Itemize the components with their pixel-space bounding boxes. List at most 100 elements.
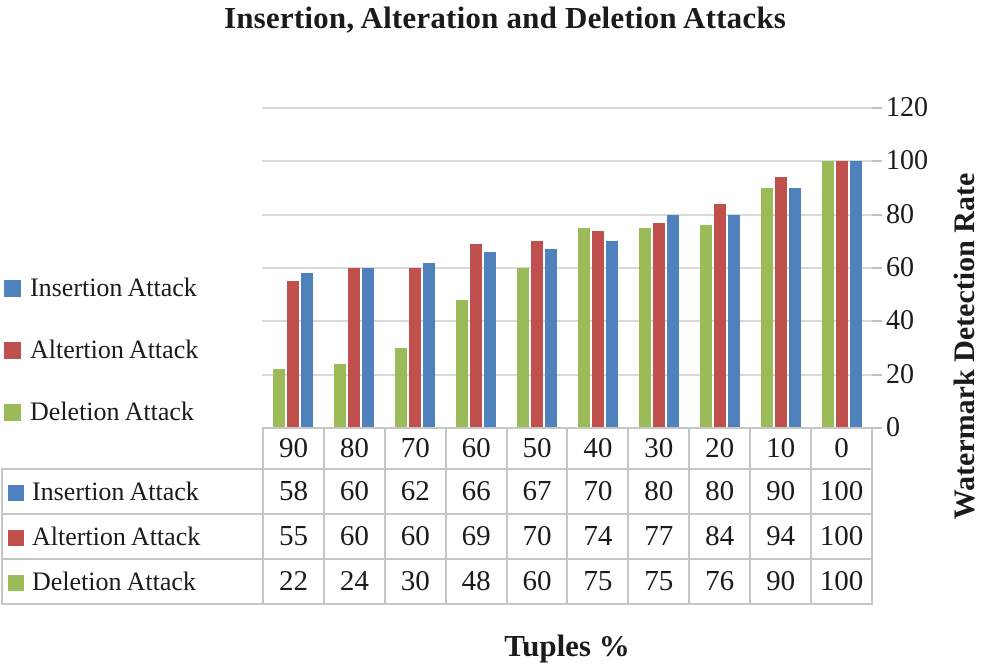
- value-cell: 90: [749, 468, 813, 515]
- bar-group-40: [567, 108, 628, 428]
- bar: [483, 252, 496, 428]
- y-axis-tick: [872, 160, 882, 163]
- bar-group-0: [811, 108, 872, 428]
- value-cell: 62: [383, 468, 447, 515]
- bar: [638, 228, 651, 428]
- bar: [544, 249, 557, 428]
- value-cell: 77: [627, 513, 691, 560]
- bar-group-30: [628, 108, 689, 428]
- legend-swatch: [4, 341, 21, 359]
- gridline: [262, 160, 872, 163]
- value-cell: 66: [444, 468, 508, 515]
- table-corner-cell: [2, 428, 263, 469]
- category-header-cell: 80: [322, 427, 386, 470]
- value-cell: 70: [566, 468, 630, 515]
- bar: [361, 268, 374, 428]
- bar: [821, 161, 834, 428]
- bar-group-80: [323, 108, 384, 428]
- bar: [760, 188, 773, 428]
- bar: [788, 188, 801, 428]
- table-header-row: 90 80 70 60 50 40 30 20 10 0: [2, 427, 873, 470]
- category-header-cell: 90: [262, 427, 325, 470]
- value-cell: 67: [505, 468, 569, 515]
- y-tick-label: 120: [886, 92, 928, 123]
- gridline: [262, 213, 872, 216]
- bar-group-90: [262, 108, 323, 428]
- category-header-cell: 70: [383, 427, 447, 470]
- bar: [272, 369, 285, 428]
- y-axis-tick: [872, 213, 882, 216]
- value-cell: 100: [810, 513, 873, 560]
- legend-item: Deletion Attack: [4, 396, 194, 428]
- y-axis-tick: [872, 373, 882, 376]
- gridline: [262, 107, 872, 109]
- legend-item: Insertion Attack: [4, 272, 197, 304]
- legend-label: Insertion Attack: [30, 273, 197, 302]
- value-cell: 55: [262, 513, 325, 560]
- legend-swatch: [4, 403, 21, 421]
- gridline: [262, 373, 872, 376]
- value-cell: 24: [322, 558, 386, 605]
- bar: [516, 268, 529, 428]
- value-cell: 60: [383, 513, 447, 560]
- bar: [605, 241, 618, 428]
- legend-swatch: [4, 279, 21, 297]
- category-header-cell: 40: [566, 427, 630, 470]
- legend-label: Deletion Attack: [30, 397, 194, 426]
- y-tick-label: 40: [886, 305, 914, 337]
- value-cell: 58: [262, 468, 325, 515]
- legend-swatch: [8, 529, 24, 546]
- series-label-cell: Deletion Attack: [1, 558, 264, 605]
- bar: [835, 161, 848, 428]
- bar-series-container: [262, 108, 872, 428]
- gridline: [262, 267, 872, 269]
- category-header-cell: 10: [749, 427, 813, 470]
- x-axis-title: Tuples %: [504, 628, 630, 663]
- value-cell: 80: [688, 468, 752, 515]
- table-row: Insertion Attack 58 60 62 66 67 70 80 80 90 100: [1, 468, 873, 515]
- category-header-cell: 50: [505, 427, 569, 470]
- bar: [849, 161, 862, 428]
- category-header-cell: 0: [810, 427, 873, 470]
- bar: [408, 268, 421, 428]
- bar: [774, 177, 787, 428]
- plot-area: [262, 107, 882, 429]
- value-cell: 76: [688, 558, 752, 605]
- value-cell: 30: [383, 558, 447, 605]
- value-cell: 22: [262, 558, 325, 605]
- bar: [652, 222, 665, 428]
- bar: [286, 281, 299, 428]
- value-cell: 60: [322, 468, 386, 515]
- bar: [530, 241, 543, 428]
- bar: [333, 364, 346, 428]
- bar: [394, 348, 407, 428]
- value-cell: 94: [749, 513, 813, 560]
- series-label-cell: Insertion Attack: [1, 468, 264, 515]
- bar-group-70: [384, 108, 445, 428]
- bar: [300, 273, 313, 428]
- y-axis-tick: [872, 427, 882, 429]
- y-axis-tick: [872, 267, 882, 269]
- bar-group-50: [506, 108, 567, 428]
- chart-title: Insertion, Alteration and Deletion Attac…: [223, 0, 787, 35]
- bar: [347, 268, 360, 428]
- category-header-cell: 30: [627, 427, 691, 470]
- value-cell: 90: [749, 558, 813, 605]
- bar: [422, 262, 435, 428]
- value-cell: 48: [444, 558, 508, 605]
- bar: [713, 204, 726, 428]
- bar: [727, 214, 740, 428]
- bar: [577, 228, 590, 428]
- value-cell: 74: [566, 513, 630, 560]
- data-table: 90 80 70 60 50 40 30 20 10 0 Insertion Attack 58 60 6…: [1, 427, 873, 605]
- value-cell: 69: [444, 513, 508, 560]
- value-cell: 75: [566, 558, 630, 605]
- value-cell: 100: [810, 468, 873, 515]
- category-header-cell: 20: [688, 427, 752, 470]
- bar: [591, 230, 604, 428]
- y-tick-label: 80: [886, 198, 914, 230]
- bar-group-60: [445, 108, 506, 428]
- category-header-cell: 60: [444, 427, 508, 470]
- y-axis-title: Watermark Detection Rate: [948, 172, 981, 520]
- value-cell: 80: [627, 468, 691, 515]
